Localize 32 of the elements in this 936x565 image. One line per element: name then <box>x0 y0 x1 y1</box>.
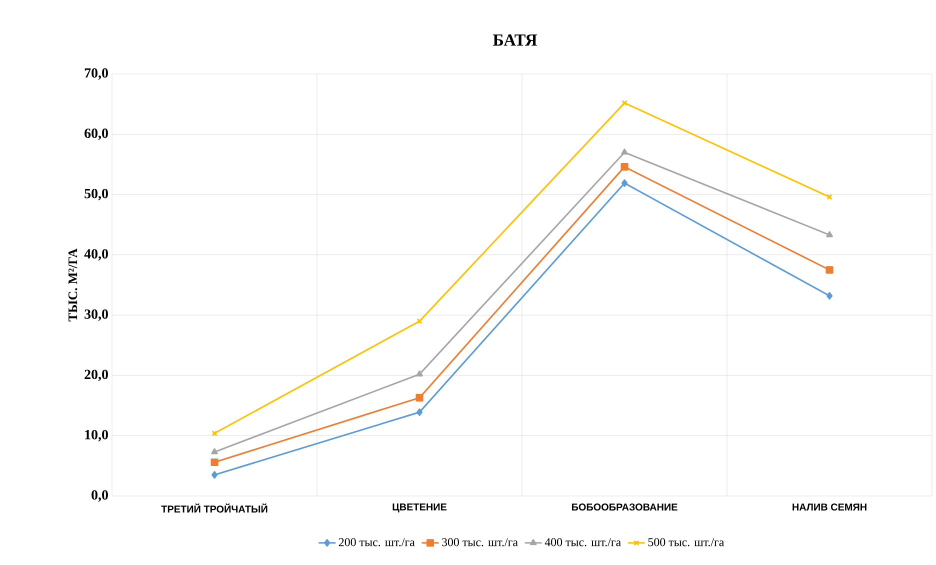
y-tick-label: 10,0 <box>85 430 108 442</box>
point <box>211 448 218 454</box>
point <box>416 394 424 402</box>
point <box>622 100 628 106</box>
y-tick-label: 60,0 <box>84 128 108 140</box>
x-tick-label: ТРЕТИЙ ТРОЙЧАТЫЙ <box>161 503 268 513</box>
legend-label: 400 тыс. шт./га <box>544 538 621 546</box>
x-tick-label: ЦВЕТЕНИЕ <box>392 504 447 512</box>
y-tick-label: 0,0 <box>92 490 108 502</box>
point <box>620 163 628 171</box>
legend-label: 300 тыс. шт./га <box>442 538 518 546</box>
point <box>826 292 833 300</box>
point <box>826 266 834 274</box>
x-tick-label: БОБООБРАЗОВАНИЕ <box>572 504 678 511</box>
y-axis-title: ТЫС. М²/ГА <box>68 248 78 322</box>
point <box>416 408 423 416</box>
chart-title: БАТЯ <box>493 34 538 46</box>
point <box>621 179 628 187</box>
y-tick-label: 70,0 <box>84 68 108 80</box>
legend-label: 500 тыс. шт./га <box>648 538 724 546</box>
point <box>826 231 833 238</box>
legend-label: 200 тыс. шт./га <box>338 538 415 546</box>
point <box>211 471 218 479</box>
y-tick-label: 30,0 <box>84 309 108 321</box>
point <box>621 148 628 155</box>
point <box>416 370 423 377</box>
y-tick-label: 40,0 <box>84 249 108 261</box>
y-tick-label: 50,0 <box>84 188 108 200</box>
point <box>210 458 218 466</box>
point <box>416 318 422 324</box>
y-tick-label: 20,0 <box>84 370 108 382</box>
x-tick-label: НАЛИВ СЕМЯН <box>792 504 866 511</box>
